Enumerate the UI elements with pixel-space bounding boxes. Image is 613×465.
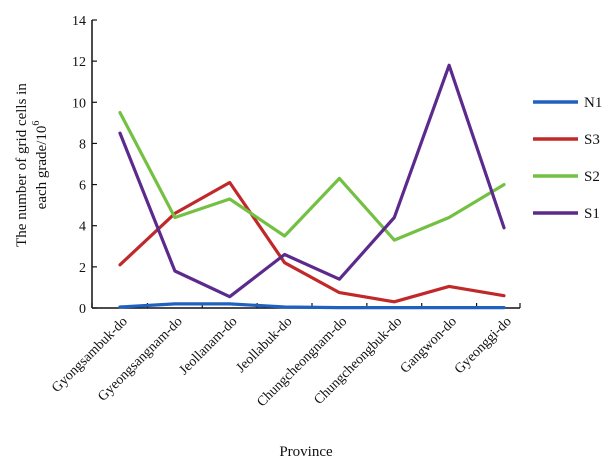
y-axis-title-superscript: 6: [31, 121, 42, 126]
x-tick-label: Gangwon-do: [398, 314, 460, 376]
y-axis-title: The number of grid cells in each grade/1…: [14, 83, 50, 247]
x-axis: Gyongsambuk-doGyeongsangnam-doJeollanam-…: [49, 303, 521, 410]
legend-label-s1: S1: [584, 206, 600, 222]
series-line-s2: [118, 110, 506, 242]
y-tick-label: 0: [79, 302, 86, 317]
legend: N1 S3 S2 S1: [533, 95, 602, 222]
y-axis-title-base: each grade/10: [34, 126, 50, 210]
series-line-s3: [118, 180, 506, 304]
x-tick-label: Jeollanam-do: [177, 314, 241, 378]
y-tick-label: 2: [79, 261, 86, 276]
y-axis-title-line-1: The number of grid cells in: [14, 83, 30, 247]
series-line-n1: [118, 302, 506, 310]
series-line-s1: [118, 63, 506, 299]
y-tick-label: 12: [72, 55, 86, 70]
y-axis-title-line-2: each grade/106: [31, 121, 50, 210]
y-tick-label: 4: [79, 220, 86, 235]
x-tick-label: Gyeonggi-do: [452, 314, 515, 377]
y-tick-label: 8: [79, 137, 86, 152]
series-layer: [118, 63, 506, 310]
legend-label-s2: S2: [584, 169, 600, 185]
y-tick-label: 14: [72, 14, 86, 29]
legend-label-n1: N1: [584, 95, 602, 111]
legend-label-s3: S3: [584, 132, 600, 148]
y-tick-label: 10: [72, 96, 86, 111]
y-axis: 0 2 4 6 8 10 12 14: [72, 14, 97, 317]
x-axis-title: Province: [279, 444, 333, 460]
x-tick-label: Chungcheongnam-do: [254, 314, 350, 410]
y-tick-label: 6: [79, 179, 86, 194]
